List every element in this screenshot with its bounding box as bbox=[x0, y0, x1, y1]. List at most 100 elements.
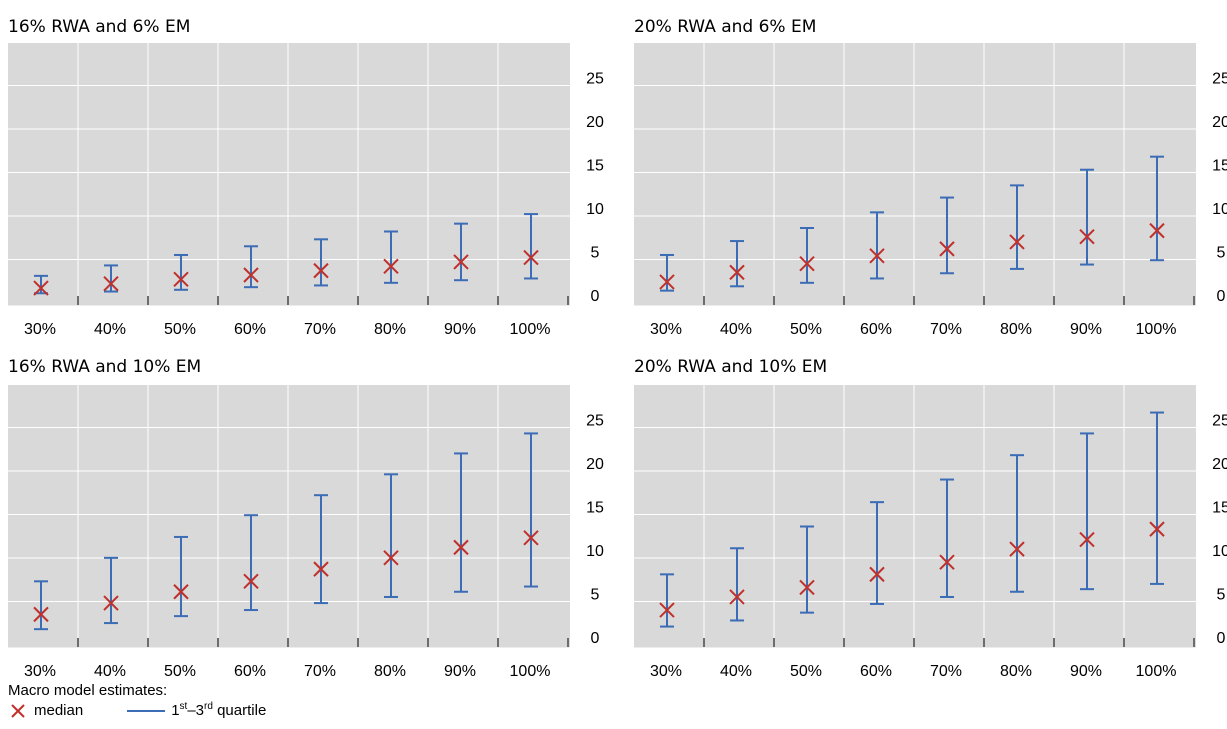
median-marker bbox=[939, 554, 955, 570]
median-marker bbox=[799, 255, 815, 272]
median-marker bbox=[869, 566, 885, 583]
median-marker-stroke bbox=[453, 254, 469, 270]
median-marker bbox=[1079, 531, 1095, 548]
y-tick-label: 20 bbox=[1212, 456, 1227, 473]
y-tick-label: 15 bbox=[1212, 158, 1227, 175]
median-marker bbox=[173, 584, 189, 600]
median-marker bbox=[659, 274, 675, 290]
y-tick-label: 25 bbox=[586, 413, 604, 430]
x-tick-label: 90% bbox=[444, 663, 476, 680]
x-tick-label: 60% bbox=[234, 663, 266, 680]
median-marker-stroke bbox=[523, 530, 539, 546]
y-tick-label: 5 bbox=[1217, 587, 1226, 604]
median-marker bbox=[799, 579, 815, 596]
legend-median-label: median bbox=[34, 701, 84, 719]
x-tick-label: 50% bbox=[164, 663, 196, 680]
median-marker-stroke bbox=[313, 262, 329, 279]
median-marker bbox=[659, 602, 675, 618]
x-tick-label: 70% bbox=[304, 321, 336, 338]
median-marker bbox=[1009, 541, 1025, 557]
median-marker-stroke bbox=[103, 275, 119, 292]
x-tick-label: 90% bbox=[1070, 321, 1102, 338]
y-tick-label: 20 bbox=[586, 456, 604, 473]
x-cross-icon bbox=[11, 704, 25, 718]
x-tick-label: 40% bbox=[720, 663, 752, 680]
median-marker bbox=[869, 248, 885, 264]
legend-title: Macro model estimates: bbox=[8, 681, 168, 699]
x-tick-label: 50% bbox=[790, 663, 822, 680]
x-tick-label: 80% bbox=[1000, 321, 1032, 338]
median-marker-stroke bbox=[869, 248, 885, 264]
median-marker-stroke bbox=[1079, 229, 1095, 245]
median-marker bbox=[523, 530, 539, 546]
plot-area bbox=[8, 43, 570, 305]
x-tick-label: 30% bbox=[650, 321, 682, 338]
median-marker bbox=[1009, 234, 1025, 250]
y-tick-label: 20 bbox=[586, 114, 604, 131]
legend-quartile: 1st–3rd quartile bbox=[127, 701, 266, 719]
median-marker bbox=[383, 258, 399, 274]
y-tick-label: 15 bbox=[586, 158, 604, 175]
x-tick-label: 90% bbox=[1070, 663, 1102, 680]
y-tick-label: 5 bbox=[591, 587, 600, 604]
median-marker-stroke bbox=[869, 566, 885, 583]
x-tick-label: 40% bbox=[94, 321, 126, 338]
median-marker-stroke bbox=[173, 271, 189, 288]
y-tick-label: 5 bbox=[1217, 245, 1226, 262]
median-marker-stroke bbox=[939, 554, 955, 570]
x-tick-label: 30% bbox=[650, 663, 682, 680]
median-marker bbox=[729, 264, 745, 281]
plot-area bbox=[8, 385, 570, 647]
y-tick-label: 5 bbox=[591, 245, 600, 262]
median-marker bbox=[453, 254, 469, 270]
median-marker bbox=[313, 561, 329, 577]
median-marker-stroke bbox=[729, 589, 745, 605]
legend: Macro model estimates: median 1st–3rd qu… bbox=[8, 680, 310, 720]
median-marker-stroke bbox=[383, 550, 399, 566]
x-tick-label: 50% bbox=[164, 321, 196, 338]
median-marker-stroke bbox=[659, 602, 675, 618]
median-marker bbox=[1079, 229, 1095, 245]
x-tick-label: 30% bbox=[24, 321, 56, 338]
x-tick-label: 50% bbox=[790, 321, 822, 338]
y-tick-label: 0 bbox=[591, 630, 600, 647]
median-marker-stroke bbox=[33, 606, 49, 623]
median-marker bbox=[103, 595, 119, 611]
x-tick-label: 60% bbox=[860, 321, 892, 338]
x-tick-label: 70% bbox=[304, 663, 336, 680]
y-tick-label: 10 bbox=[1212, 543, 1227, 560]
chart-title-bottom-left: 16% RWA and 10% EM bbox=[8, 357, 202, 377]
x-tick-label: 40% bbox=[94, 663, 126, 680]
x-tick-label: 60% bbox=[234, 321, 266, 338]
median-marker-stroke bbox=[1149, 521, 1165, 537]
median-marker bbox=[729, 589, 745, 605]
median-marker-stroke bbox=[313, 561, 329, 577]
median-marker bbox=[1149, 521, 1165, 537]
legend-quartile-label: 1st–3rd quartile bbox=[171, 701, 267, 719]
median-marker-stroke bbox=[1009, 234, 1025, 250]
x-tick-label: 100% bbox=[1136, 321, 1177, 338]
x-tick-label: 70% bbox=[930, 663, 962, 680]
y-tick-label: 10 bbox=[586, 543, 604, 560]
chart-20rwa-10em: 0 5 10 15 20 25 30% 40% 50% 60% 70% 80% 90% 100% bbox=[634, 385, 1227, 680]
y-tick-label: 15 bbox=[586, 500, 604, 517]
x-tick-label: 100% bbox=[510, 663, 551, 680]
x-tick-label: 100% bbox=[510, 321, 551, 338]
median-marker bbox=[939, 241, 955, 257]
x-tick-label: 90% bbox=[444, 321, 476, 338]
median-marker-stroke bbox=[103, 595, 119, 611]
median-marker bbox=[243, 267, 259, 283]
median-marker bbox=[523, 249, 539, 266]
y-tick-label: 10 bbox=[586, 201, 604, 218]
x-tick-label: 80% bbox=[374, 321, 406, 338]
median-marker bbox=[383, 550, 399, 566]
median-marker-stroke bbox=[799, 255, 815, 272]
median-marker-stroke bbox=[659, 274, 675, 290]
x-tick-label: 30% bbox=[24, 663, 56, 680]
y-tick-label: 0 bbox=[591, 288, 600, 305]
y-tick-label: 15 bbox=[1212, 500, 1227, 517]
chart-title-top-left: 16% RWA and 6% EM bbox=[8, 17, 191, 37]
chart-title-top-right: 20% RWA and 6% EM bbox=[634, 17, 817, 37]
median-marker-stroke bbox=[243, 267, 259, 283]
x-tick-label: 100% bbox=[1136, 663, 1177, 680]
